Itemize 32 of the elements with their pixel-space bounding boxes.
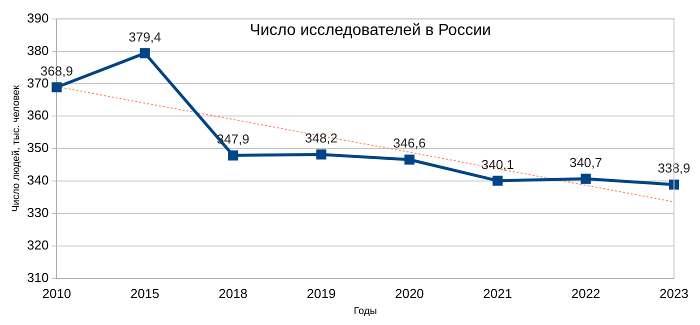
point (668, 180, 680, 190)
chart-title: Число исследователей в России (250, 22, 491, 40)
x-tick-label: 2020 (394, 286, 424, 301)
point (404, 154, 414, 165)
data-label: 348,2 (304, 130, 338, 146)
data-label: 340,7 (570, 154, 602, 170)
point (580, 174, 591, 184)
point (52, 82, 62, 92)
x-tick-label: 2018 (218, 286, 248, 301)
y-tick-label: 380 (26, 42, 49, 58)
y-tick-label: 330 (26, 205, 49, 220)
point (140, 48, 150, 58)
x-tick-label: 2021 (483, 286, 512, 301)
x-tick-label: 2022 (571, 286, 600, 301)
x-axis-title: Годы (354, 306, 377, 317)
y-tick-label: 340 (26, 172, 49, 188)
x-tick-label: 2015 (130, 286, 160, 301)
point (228, 150, 238, 160)
data-label: 379,4 (128, 29, 162, 44)
point (492, 176, 503, 186)
data-label: 346,6 (393, 136, 426, 151)
y-tick-label: 310 (26, 270, 49, 285)
y-tick-label: 350 (26, 140, 49, 156)
y-axis-title: Число людей, тыс. человек (10, 84, 22, 212)
x-tick-label: 2019 (306, 286, 336, 301)
y-tick-label: 360 (26, 108, 49, 123)
y-tick-label: 320 (26, 238, 49, 253)
data-label: 340,1 (481, 156, 514, 172)
y-tick-label: 390 (26, 10, 49, 26)
x-tick-label: 2010 (42, 286, 72, 301)
point (316, 149, 326, 160)
x-tick-label: 2023 (660, 286, 688, 301)
